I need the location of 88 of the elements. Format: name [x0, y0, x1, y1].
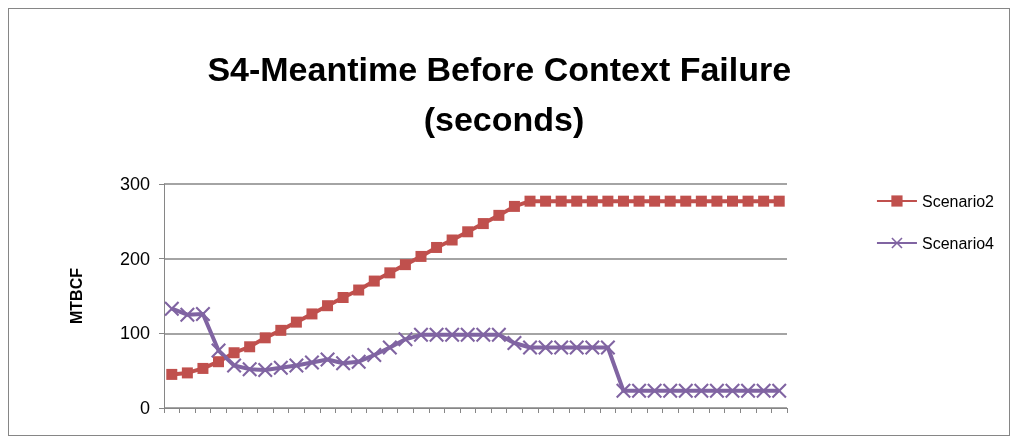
point	[617, 195, 629, 207]
point	[508, 200, 520, 212]
point	[475, 327, 491, 343]
point	[429, 327, 445, 343]
point	[444, 327, 460, 343]
y-tick-label: 300	[119, 174, 150, 194]
point	[382, 340, 398, 356]
point	[540, 195, 552, 207]
point	[662, 383, 678, 399]
point	[431, 241, 443, 253]
point	[213, 356, 225, 368]
point	[179, 307, 195, 323]
point	[680, 195, 692, 207]
point	[584, 340, 600, 356]
point	[756, 383, 772, 399]
point	[538, 340, 554, 356]
point	[600, 340, 616, 356]
point	[273, 360, 289, 376]
point	[773, 195, 785, 207]
point	[493, 209, 505, 221]
point	[664, 195, 676, 207]
y-axis-title: MTBCF	[67, 267, 85, 324]
point	[228, 347, 240, 359]
point	[275, 324, 287, 336]
y-tick-label: 0	[139, 398, 150, 418]
y-tick-label: 200	[119, 248, 150, 269]
point	[771, 383, 787, 399]
legend-label: Scenario2	[921, 192, 995, 210]
point	[290, 316, 302, 328]
point	[726, 195, 738, 207]
point	[304, 354, 320, 370]
point	[522, 340, 538, 356]
point	[337, 291, 349, 303]
point	[226, 357, 242, 373]
point	[397, 331, 413, 347]
point	[693, 383, 709, 399]
point	[399, 259, 411, 271]
point	[678, 383, 694, 399]
point	[462, 226, 474, 238]
point	[506, 335, 522, 351]
point	[353, 284, 365, 296]
point	[166, 368, 178, 380]
point	[446, 234, 458, 246]
point	[602, 195, 614, 207]
point	[742, 195, 754, 207]
point	[164, 301, 180, 317]
point	[711, 195, 723, 207]
point	[320, 351, 336, 367]
point	[415, 250, 427, 262]
point	[524, 195, 536, 207]
point	[555, 195, 567, 207]
point	[569, 340, 585, 356]
point	[366, 347, 382, 363]
legend-label: Scenario4	[921, 234, 995, 252]
point	[244, 341, 256, 353]
point	[368, 275, 380, 287]
point	[695, 195, 707, 207]
point	[195, 306, 211, 322]
point	[709, 383, 725, 399]
point	[553, 340, 569, 356]
point	[351, 354, 367, 370]
point	[758, 195, 770, 207]
point	[335, 355, 351, 371]
point	[571, 195, 583, 207]
point	[633, 195, 645, 207]
point	[460, 327, 476, 343]
point	[259, 332, 271, 344]
point	[740, 383, 756, 399]
point	[631, 383, 647, 399]
chart-title: S4-Meantime Before Context Failure (seconds)	[207, 50, 801, 138]
point	[242, 361, 258, 377]
point	[288, 357, 304, 373]
y-tick-label: 100	[119, 323, 150, 344]
point	[197, 362, 209, 374]
point	[477, 218, 489, 230]
point	[615, 383, 631, 399]
point	[181, 367, 193, 379]
point	[724, 383, 740, 399]
point	[306, 308, 318, 320]
point	[322, 300, 334, 312]
point	[491, 327, 507, 343]
point	[647, 383, 663, 399]
point	[384, 267, 396, 279]
point	[413, 327, 429, 343]
point	[586, 195, 598, 207]
point	[257, 362, 273, 378]
point	[649, 195, 661, 207]
point	[211, 343, 227, 359]
